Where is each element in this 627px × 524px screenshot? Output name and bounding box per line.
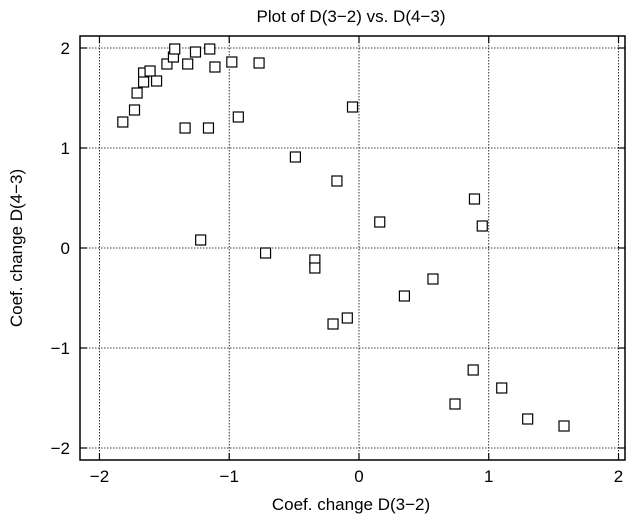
data-point-square	[161, 58, 173, 70]
data-point-square	[195, 234, 207, 246]
axis-ticks: −2 −1 0 1 2 −2 −1 0 1 2	[51, 36, 625, 486]
data-point-square	[144, 65, 156, 77]
data-point-square	[131, 87, 143, 99]
data-point-square	[182, 58, 194, 70]
data-point-square	[137, 76, 150, 88]
x-axis-label: Coef. change D(3−2)	[272, 495, 430, 514]
x-tick-label: −1	[220, 467, 239, 486]
data-point-square	[522, 413, 534, 425]
data-point-square	[259, 247, 272, 259]
data-point-square	[327, 318, 339, 330]
data-point-square	[253, 57, 265, 69]
y-axis-label: Coef. change D(4−3)	[7, 169, 26, 327]
data-point-square	[117, 116, 129, 128]
data-point-square	[128, 104, 141, 116]
y-tick-label: −2	[51, 439, 70, 458]
data-point-square	[476, 220, 488, 232]
data-point-square	[468, 193, 481, 205]
data-point-square	[209, 61, 221, 73]
data-point-square	[341, 312, 353, 324]
data-point-square	[189, 46, 202, 58]
y-tick-label: −1	[51, 339, 70, 358]
data-point-square	[169, 43, 181, 55]
data-point-square	[309, 262, 321, 274]
chart-title: Plot of D(3−2) vs. D(4−3)	[257, 7, 446, 26]
data-point-square	[374, 216, 386, 228]
data-point-square	[427, 273, 439, 285]
data-point-square	[150, 75, 163, 87]
y-tick-label: 1	[61, 139, 70, 158]
data-point-square	[226, 56, 238, 68]
x-tick-label: 1	[484, 467, 493, 486]
data-points	[117, 43, 570, 432]
x-tick-label: −2	[90, 467, 109, 486]
data-point-square	[289, 151, 302, 163]
data-point-square	[232, 111, 244, 123]
data-point-square	[496, 382, 508, 394]
data-point-square	[398, 290, 411, 302]
x-tick-label: 2	[614, 467, 623, 486]
data-point-square	[346, 101, 359, 113]
y-tick-label: 2	[61, 39, 70, 58]
grid-lines	[80, 36, 625, 460]
data-point-square	[449, 398, 461, 410]
data-point-square	[202, 122, 215, 134]
y-tick-label: 0	[61, 239, 70, 258]
data-point-square	[558, 420, 570, 432]
data-point-square	[179, 122, 191, 134]
data-point-square	[331, 175, 343, 187]
data-point-square	[204, 43, 216, 55]
data-point-square	[467, 364, 479, 376]
x-tick-label: 0	[354, 467, 363, 486]
